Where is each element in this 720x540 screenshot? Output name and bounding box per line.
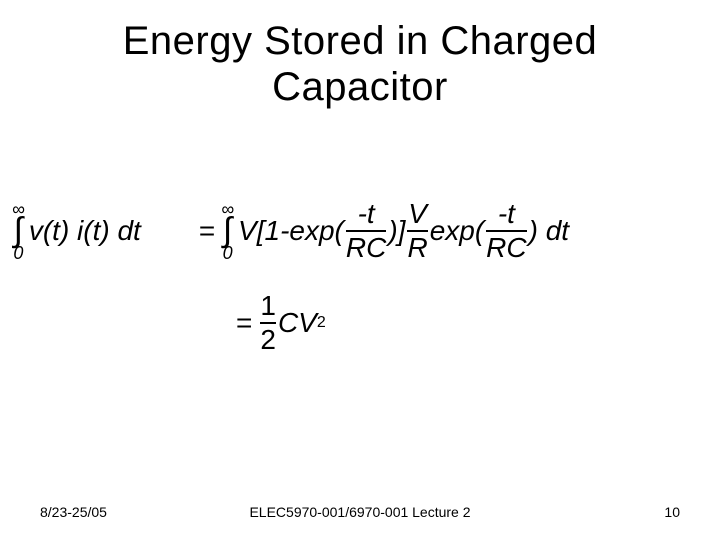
title-line-1: Energy Stored in Charged xyxy=(123,19,598,63)
rhs-V: V xyxy=(238,215,257,247)
integral-symbol-2: ∫ xyxy=(223,218,232,244)
integral-right: ∞ ∫ 0 xyxy=(221,200,234,262)
content-area: ∞ ∫ 0 v(t) i(t) dt = ∞ ∫ 0 V [1-exp( -t … xyxy=(12,200,708,384)
frac-den-2: RC xyxy=(486,234,526,262)
footer-course: ELEC5970-001/6970-001 Lecture 2 xyxy=(249,504,470,520)
frac-num-1: 1 xyxy=(260,292,276,320)
equals-2: = xyxy=(230,307,258,339)
slide-title: Energy Stored in Charged Capacitor xyxy=(0,0,720,110)
frac-num-v: V xyxy=(408,200,427,228)
slide: Energy Stored in Charged Capacitor ∞ ∫ 0… xyxy=(0,0,720,540)
frac-den: RC xyxy=(346,234,386,262)
frac-num-2: -t xyxy=(498,200,515,228)
frac-t-over-rc-1: -t RC xyxy=(346,200,386,262)
rhs-open: [1-exp( xyxy=(257,215,344,247)
title-line-2: Capacitor xyxy=(272,65,448,109)
equation-row-2: = 1 2 CV2 xyxy=(230,292,708,354)
frac-den-r: R xyxy=(407,234,427,262)
frac-t-over-rc-2: -t RC xyxy=(486,200,526,262)
rhs-close1: )] xyxy=(388,215,405,247)
limit-lower-2: 0 xyxy=(223,244,233,262)
cv-term: CV xyxy=(278,307,317,339)
footer: 8/23-25/05 ELEC5970-001/6970-001 Lecture… xyxy=(0,504,720,520)
frac-one-half: 1 2 xyxy=(260,292,276,354)
frac-v-over-r: V R xyxy=(407,200,427,262)
frac-den-2n: 2 xyxy=(260,326,276,354)
footer-page: 10 xyxy=(664,504,680,520)
limit-lower: 0 xyxy=(13,244,23,262)
integral-left: ∞ ∫ 0 xyxy=(12,200,25,262)
rhs-exp2: exp( xyxy=(430,215,484,247)
frac-num: -t xyxy=(358,200,375,228)
equals-1: = xyxy=(193,215,221,247)
equation-row-1: ∞ ∫ 0 v(t) i(t) dt = ∞ ∫ 0 V [1-exp( -t … xyxy=(12,200,708,262)
integrand-lhs: v(t) i(t) dt xyxy=(29,215,141,247)
rhs-close2: ) dt xyxy=(529,215,569,247)
footer-date: 8/23-25/05 xyxy=(40,504,107,520)
integral-symbol: ∫ xyxy=(14,218,23,244)
squared: 2 xyxy=(317,314,326,332)
